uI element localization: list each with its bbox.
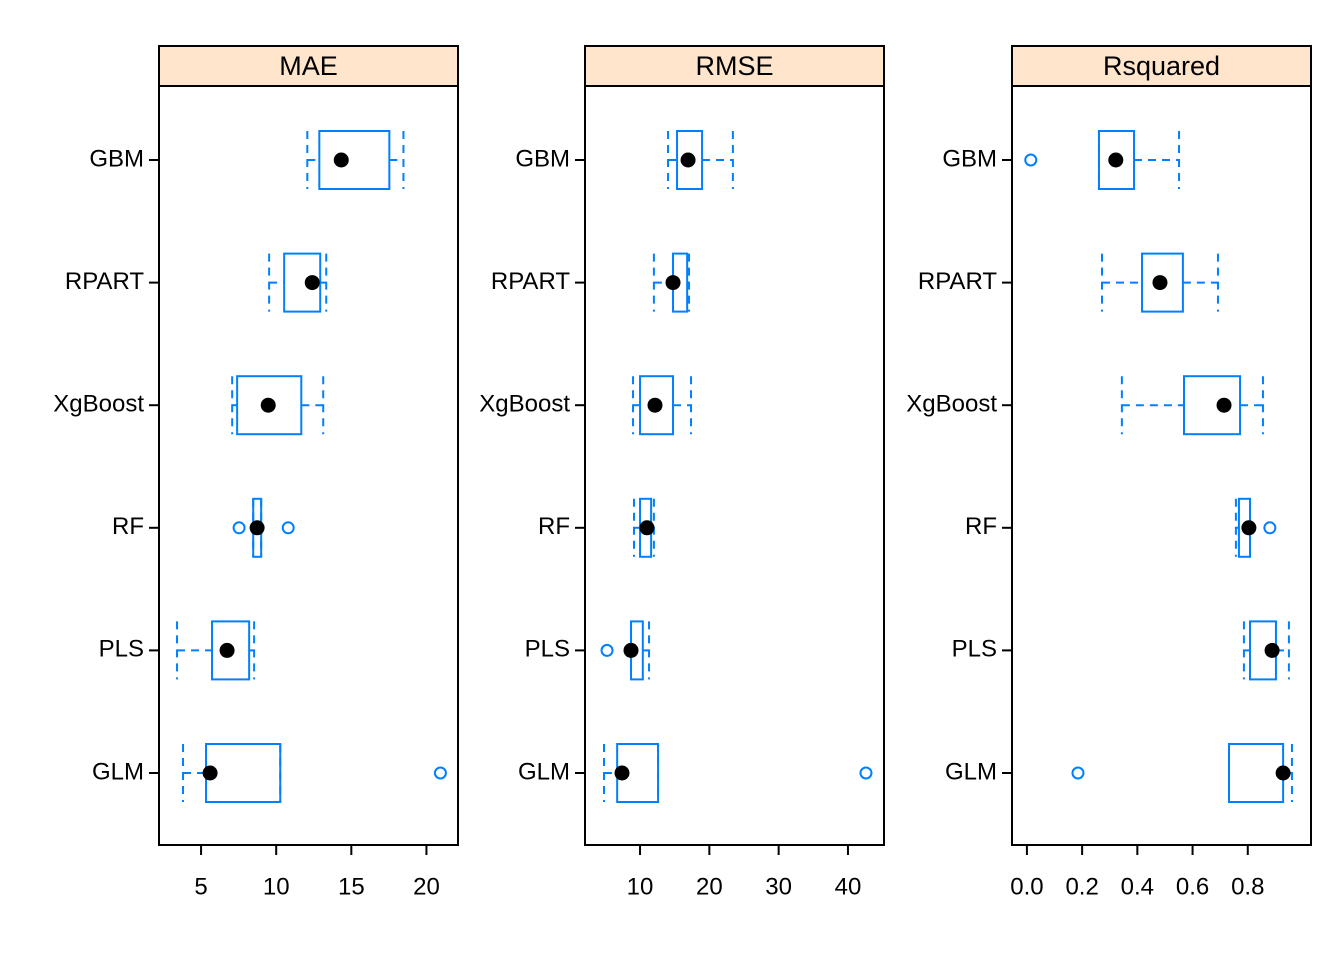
x-tick-label: 10 — [627, 873, 654, 900]
box — [236, 375, 303, 436]
box — [1183, 375, 1242, 436]
outlier — [859, 766, 873, 780]
median — [1241, 520, 1257, 536]
x-tick-label: 0.4 — [1121, 873, 1154, 900]
x-tick-label: 0.0 — [1010, 873, 1043, 900]
panel-frame — [158, 85, 459, 846]
outlier — [600, 643, 614, 657]
x-tick-label: 0.8 — [1231, 873, 1264, 900]
panel-frame — [584, 85, 885, 846]
y-tick-label: GBM — [515, 145, 570, 172]
x-tick-label: 5 — [194, 873, 207, 900]
median — [333, 152, 349, 168]
y-tick-label: XgBoost — [479, 391, 570, 418]
outlier — [232, 521, 246, 535]
box — [1097, 130, 1136, 190]
y-tick-label: RF — [112, 513, 144, 540]
panel-title: RMSE — [695, 51, 773, 81]
strip — [584, 45, 885, 87]
strip — [1011, 45, 1312, 87]
median — [639, 520, 655, 536]
outlier — [1024, 153, 1038, 167]
y-tick-label: PLS — [952, 636, 997, 663]
box — [1141, 252, 1184, 313]
median — [680, 152, 696, 168]
y-tick-label: RPART — [65, 268, 144, 295]
median — [219, 642, 235, 658]
strip — [158, 45, 459, 87]
median — [647, 397, 663, 413]
x-tick-label: 10 — [263, 873, 290, 900]
x-tick-label: 0.6 — [1176, 873, 1209, 900]
median — [1108, 152, 1124, 168]
median — [665, 275, 681, 291]
y-tick-label: PLS — [99, 636, 144, 663]
box — [318, 130, 391, 190]
median — [1152, 275, 1168, 291]
box — [211, 620, 251, 681]
y-tick-label: RPART — [491, 268, 570, 295]
x-tick-label: 0.2 — [1065, 873, 1098, 900]
median — [614, 765, 630, 781]
box — [676, 130, 704, 190]
y-tick-label: RPART — [918, 268, 997, 295]
y-tick-label: GBM — [942, 145, 997, 172]
box — [283, 252, 322, 313]
panel-frame — [1011, 85, 1312, 846]
median — [1216, 397, 1232, 413]
y-tick-label: GLM — [92, 758, 144, 785]
box — [639, 375, 675, 436]
outlier — [1263, 521, 1277, 535]
y-tick-label: GLM — [518, 758, 570, 785]
y-tick-label: GBM — [89, 145, 144, 172]
median — [623, 642, 639, 658]
x-tick-label: 20 — [413, 873, 440, 900]
box — [1228, 743, 1285, 803]
x-tick-label: 20 — [696, 873, 723, 900]
y-tick-label: XgBoost — [53, 391, 144, 418]
median — [260, 397, 276, 413]
median — [304, 275, 320, 291]
median — [1275, 765, 1291, 781]
y-tick-label: RF — [538, 513, 570, 540]
x-tick-label: 40 — [835, 873, 862, 900]
y-tick-label: GLM — [945, 758, 997, 785]
y-tick-label: RF — [965, 513, 997, 540]
y-tick-label: XgBoost — [906, 391, 997, 418]
panel-title: Rsquared — [1103, 51, 1220, 81]
panel-title: MAE — [279, 51, 338, 81]
x-tick-label: 30 — [765, 873, 792, 900]
outlier — [281, 521, 295, 535]
outlier — [433, 766, 447, 780]
y-tick-label: PLS — [525, 636, 570, 663]
median — [1264, 642, 1280, 658]
x-tick-label: 15 — [338, 873, 365, 900]
outlier — [1071, 766, 1085, 780]
median — [249, 520, 265, 536]
median — [202, 765, 218, 781]
